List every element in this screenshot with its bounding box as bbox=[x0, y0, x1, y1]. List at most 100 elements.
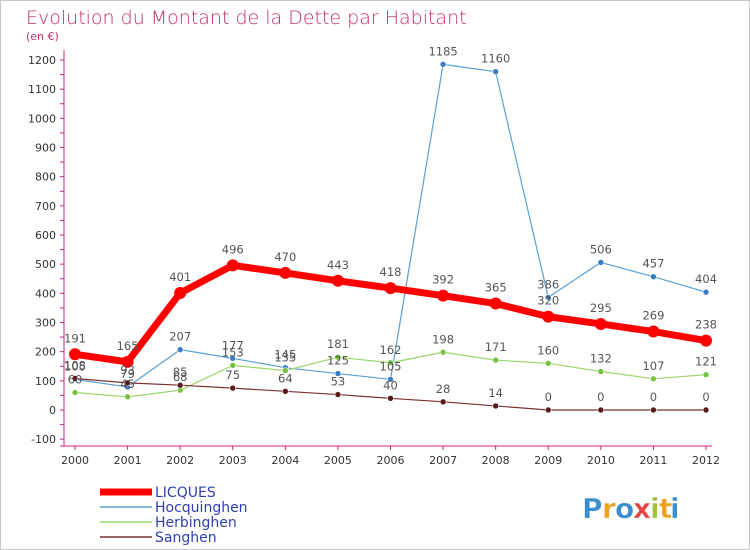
data-label-sanghen: 0 bbox=[650, 390, 657, 404]
data-label-sanghen: 0 bbox=[702, 390, 709, 404]
data-label-sanghen: 93 bbox=[120, 363, 135, 377]
y-tick-label: 100 bbox=[35, 375, 56, 388]
data-label-licques: 496 bbox=[222, 242, 244, 256]
data-label-licques: 238 bbox=[695, 318, 717, 332]
data-point-herbinghen bbox=[544, 360, 552, 367]
logo-letter: t bbox=[659, 492, 672, 525]
data-label-licques: 418 bbox=[380, 265, 402, 279]
data-point-sanghen bbox=[650, 406, 657, 414]
data-point-herbinghen bbox=[492, 356, 499, 364]
chart-subtitle: (en €) bbox=[26, 30, 59, 43]
data-label-herbinghen: 45 bbox=[120, 377, 135, 391]
data-label-hocquinghen: 105 bbox=[64, 359, 86, 373]
data-label-herbinghen: 68 bbox=[173, 370, 188, 384]
y-tick-label: 800 bbox=[35, 171, 56, 184]
data-label-sanghen: 53 bbox=[331, 375, 346, 389]
data-point-herbinghen bbox=[387, 359, 394, 367]
data-label-herbinghen: 135 bbox=[274, 351, 296, 365]
data-point-hocquinghen bbox=[492, 68, 499, 75]
chart-title: Evolution du Montant de la Dette par Hab… bbox=[26, 7, 467, 29]
data-label-sanghen: 0 bbox=[597, 390, 604, 404]
x-tick-label: 2011 bbox=[639, 454, 667, 467]
data-point-sanghen bbox=[124, 379, 131, 387]
data-label-sanghen: 75 bbox=[225, 368, 240, 382]
y-tick-label: 0 bbox=[49, 404, 56, 417]
logo-letter: i bbox=[650, 492, 660, 525]
data-label-hocquinghen: 125 bbox=[327, 354, 349, 368]
data-label-sanghen: 14 bbox=[488, 386, 503, 400]
y-tick-label: 1100 bbox=[28, 83, 56, 96]
data-label-herbinghen: 171 bbox=[485, 340, 507, 354]
data-point-hocquinghen bbox=[702, 288, 710, 296]
data-label-sanghen: 40 bbox=[383, 378, 398, 392]
data-point-herbinghen bbox=[439, 348, 447, 356]
data-point-hocquinghen bbox=[544, 294, 552, 301]
y-tick-label: 500 bbox=[35, 258, 56, 271]
data-point-licques bbox=[437, 289, 450, 302]
y-tick-label: 300 bbox=[35, 317, 56, 330]
legend-label-licques: LICQUES bbox=[155, 485, 216, 501]
data-point-licques bbox=[121, 355, 134, 368]
legend-label-herbinghen: Herbinghen bbox=[155, 515, 237, 531]
data-label-hocquinghen: 145 bbox=[274, 348, 296, 362]
data-point-sanghen bbox=[229, 384, 237, 392]
data-label-herbinghen: 160 bbox=[537, 343, 559, 357]
data-label-hocquinghen: 1185 bbox=[428, 44, 457, 58]
axes: -100010020030040050060070080090010001100… bbox=[28, 50, 720, 467]
logo-letter: P bbox=[582, 492, 603, 525]
y-tick-label: 600 bbox=[35, 229, 56, 242]
data-label-hocquinghen: 105 bbox=[380, 359, 402, 373]
data-point-sanghen bbox=[597, 406, 605, 414]
data-label-herbinghen: 121 bbox=[695, 355, 717, 369]
data-point-licques bbox=[69, 348, 81, 361]
x-tick-label: 2003 bbox=[219, 454, 247, 467]
data-point-sanghen bbox=[492, 402, 499, 410]
data-point-hocquinghen bbox=[334, 370, 342, 377]
x-tick-label: 2008 bbox=[482, 454, 510, 467]
data-point-licques bbox=[384, 282, 397, 295]
x-tick-label: 2004 bbox=[271, 454, 299, 467]
x-tick-label: 2002 bbox=[166, 454, 194, 467]
y-tick-label: 700 bbox=[35, 200, 56, 213]
data-label-sanghen: 85 bbox=[173, 365, 188, 379]
data-point-herbinghen bbox=[334, 353, 342, 361]
data-label-sanghen: 0 bbox=[545, 390, 552, 404]
data-point-herbinghen bbox=[124, 393, 131, 401]
logo-letter: r bbox=[602, 492, 616, 525]
data-point-herbinghen bbox=[597, 368, 605, 375]
data-label-hocquinghen: 457 bbox=[642, 257, 664, 271]
data-point-herbinghen bbox=[650, 375, 657, 383]
x-tick-label: 2012 bbox=[692, 454, 720, 467]
data-point-hocquinghen bbox=[387, 376, 394, 383]
legend-label-sanghen: Sanghen bbox=[155, 530, 217, 546]
data-point-sanghen bbox=[282, 388, 289, 395]
data-point-licques bbox=[331, 274, 344, 287]
x-tick-label: 2000 bbox=[61, 454, 89, 467]
x-tick-label: 2010 bbox=[587, 454, 615, 467]
series-layer bbox=[69, 61, 712, 414]
data-point-hocquinghen bbox=[650, 273, 657, 281]
data-point-herbinghen bbox=[71, 389, 79, 396]
data-label-hocquinghen: 1160 bbox=[481, 52, 510, 66]
y-tick-label: 900 bbox=[35, 142, 56, 155]
data-label-licques: 401 bbox=[169, 270, 191, 284]
y-tick-label: 1000 bbox=[28, 112, 56, 125]
data-label-licques: 295 bbox=[590, 301, 612, 315]
x-tick-label: 2007 bbox=[429, 454, 457, 467]
x-tick-label: 2009 bbox=[534, 454, 562, 467]
data-label-licques: 470 bbox=[274, 250, 296, 264]
data-label-herbinghen: 198 bbox=[432, 332, 454, 346]
data-point-herbinghen bbox=[702, 371, 710, 379]
data-label-hocquinghen: 506 bbox=[590, 242, 612, 256]
data-point-herbinghen bbox=[282, 367, 289, 374]
data-label-hocquinghen: 404 bbox=[695, 272, 717, 286]
data-point-licques bbox=[279, 266, 292, 279]
data-label-herbinghen: 162 bbox=[380, 343, 402, 357]
data-label-sanghen: 108 bbox=[64, 359, 86, 373]
data-label-hocquinghen: 207 bbox=[169, 330, 191, 344]
data-label-herbinghen: 132 bbox=[590, 352, 612, 366]
data-point-licques bbox=[489, 297, 502, 310]
